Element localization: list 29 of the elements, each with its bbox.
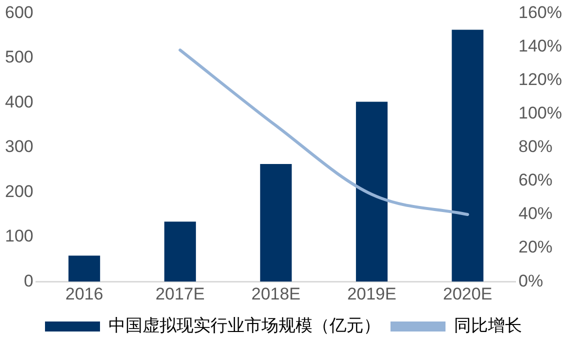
y2-tick-label: 160% bbox=[518, 2, 562, 22]
bar bbox=[356, 102, 388, 282]
y-tick-label: 500 bbox=[4, 48, 34, 67]
bar bbox=[452, 30, 484, 282]
y2-tick-label: 20% bbox=[518, 238, 553, 257]
y2-tick-label: 140% bbox=[518, 36, 562, 56]
x-tick-label: 2017E bbox=[156, 284, 205, 304]
bar bbox=[68, 256, 100, 282]
bar bbox=[164, 222, 196, 282]
y-tick-label: 400 bbox=[4, 92, 34, 112]
bar bbox=[260, 164, 292, 282]
y2-tick-label: 120% bbox=[518, 70, 562, 89]
y-tick-label: 600 bbox=[4, 2, 34, 22]
y-tick-label: 200 bbox=[4, 182, 34, 201]
y-tick-label: 0 bbox=[24, 271, 34, 290]
y2-tick-label: 100% bbox=[518, 104, 562, 123]
legend-label: 同比增长 bbox=[454, 316, 522, 336]
legend-label: 中国虚拟现实行业市场规模（亿元） bbox=[108, 316, 380, 336]
y-tick-label: 300 bbox=[4, 137, 34, 156]
y-tick-label: 100 bbox=[4, 226, 34, 246]
y2-tick-label: 80% bbox=[518, 137, 553, 156]
y2-tick-label: 60% bbox=[518, 170, 553, 190]
x-tick-label: 2019E bbox=[347, 284, 396, 304]
x-tick-label: 2016 bbox=[65, 284, 104, 304]
x-tick-label: 2020E bbox=[443, 284, 492, 304]
y2-tick-label: 0% bbox=[518, 271, 544, 290]
line-series bbox=[178, 48, 470, 216]
y2-tick-label: 40% bbox=[518, 204, 553, 224]
x-tick-label: 2018E bbox=[251, 284, 301, 304]
